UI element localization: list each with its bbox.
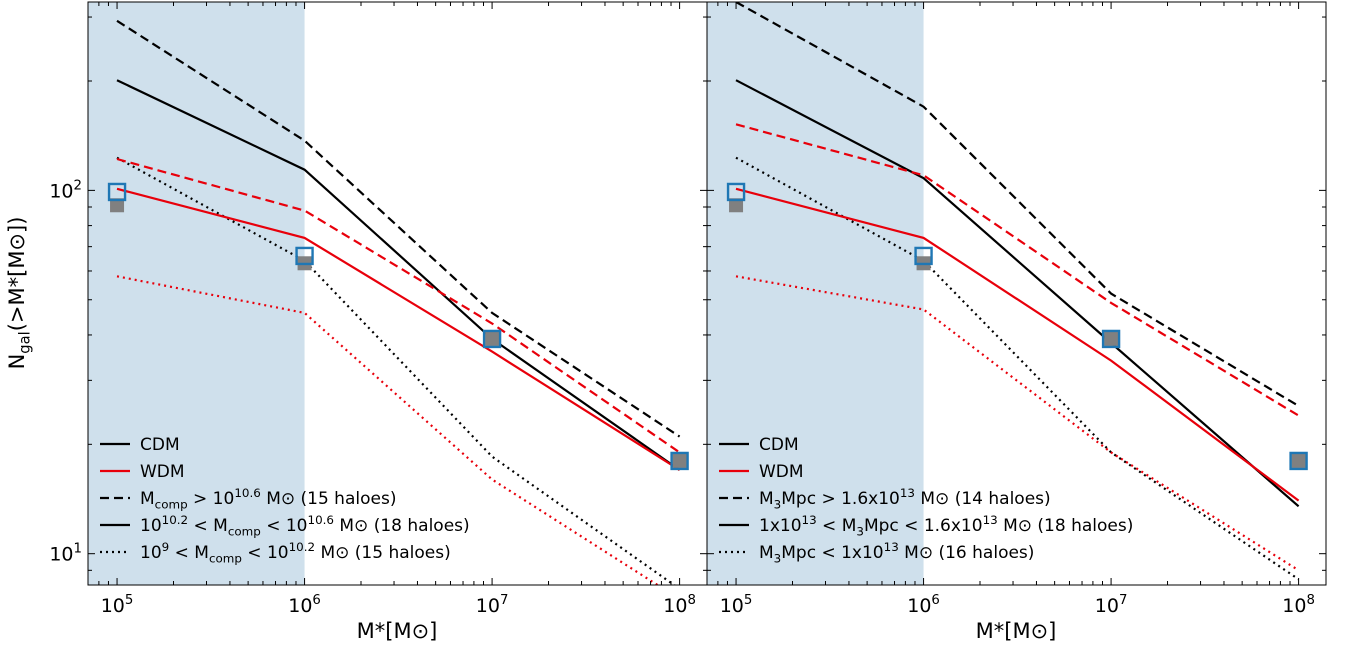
series-wdm-mid — [735, 187, 1300, 502]
marker-open — [1289, 451, 1308, 471]
x-tick-label: 108​ — [1282, 593, 1315, 617]
y-tick-label: 101​ — [49, 542, 82, 566]
right-panel: 105​ 106​ 107​ 108​ CDM WDM M3​Mpc > 1.6x1013​… — [706, 1, 1327, 617]
marker-open — [670, 451, 689, 471]
marker-filled — [485, 331, 500, 346]
series-cdm-mid — [735, 79, 1300, 508]
marker-open — [914, 246, 933, 266]
legend-label: WDM — [759, 462, 804, 482]
shaded-region — [88, 2, 305, 585]
legend-label: M3​Mpc < 1x1013​ M⊙ (16 haloes) — [759, 540, 1034, 565]
x-tick-label: 106​ — [907, 593, 940, 617]
marker-open — [295, 246, 314, 266]
y-tick-label: 102​ — [49, 178, 82, 202]
shaded-region — [707, 2, 924, 585]
marker-open — [726, 182, 746, 202]
legend-label: CDM — [759, 435, 799, 455]
series-cdm-low — [735, 156, 1300, 581]
series-cdm-low — [116, 156, 676, 585]
legend-label: WDM — [140, 462, 185, 482]
series-wdm-mid — [116, 187, 681, 471]
legend-label: 1x1013​ < M3​Mpc < 1.6x1013​ M⊙ (18 halo… — [759, 513, 1133, 538]
x-tick-label: 106​ — [288, 593, 321, 617]
x-axis-label-left: M*[M⊙] — [357, 619, 438, 643]
marker-filled — [110, 198, 125, 213]
x-axis-label-right: M*[M⊙] — [976, 619, 1057, 643]
marker-filled — [1104, 331, 1119, 346]
axes-frame — [706, 1, 1327, 586]
x-tick-label: 107​ — [476, 593, 509, 617]
series-wdm-low — [116, 275, 660, 585]
series-cdm-high — [116, 19, 681, 438]
x-tick-label: 107​ — [1095, 593, 1128, 617]
series-cdm-high — [735, 2, 1300, 407]
legend: CDM WDM Mcomp​ > 1010.6​ M⊙ (15 haloes)101… — [100, 435, 470, 565]
x-tick-label: 105​ — [720, 593, 753, 617]
legend-label: 1010.2​ < Mcomp​ < 1010.6​ M⊙ (18 haloes… — [140, 513, 470, 538]
legend-label: M3​Mpc > 1.6x1013​ M⊙ (14 haloes) — [759, 486, 1051, 511]
legend: CDM WDM M3​Mpc > 1.6x1013​ M⊙ (14 haloes)1… — [719, 435, 1133, 565]
x-tick-label: 108​ — [663, 593, 696, 617]
legend-label: 109​ < Mcomp​ < 1010.2​ M⊙ (15 haloes) — [140, 540, 451, 565]
marker-filled — [729, 198, 744, 213]
legend-label: Mcomp​ > 1010.6​ M⊙ (15 haloes) — [140, 486, 396, 511]
marker-open — [107, 182, 127, 202]
y-axis-label: Ngal​(>M*[M⊙]) — [5, 217, 33, 370]
marker-open — [482, 329, 502, 349]
marker-filled — [1291, 453, 1306, 468]
series-cdm-mid — [116, 79, 681, 471]
legend-label: CDM — [140, 435, 180, 455]
marker-filled — [672, 453, 687, 468]
marker-open — [1101, 329, 1121, 349]
left-panel: 105​ 106​ 107​ 108​ 101​ 102​ CDM WDM Mcomp​ > 1… — [49, 1, 708, 617]
x-tick-label: 105​ — [101, 593, 134, 617]
